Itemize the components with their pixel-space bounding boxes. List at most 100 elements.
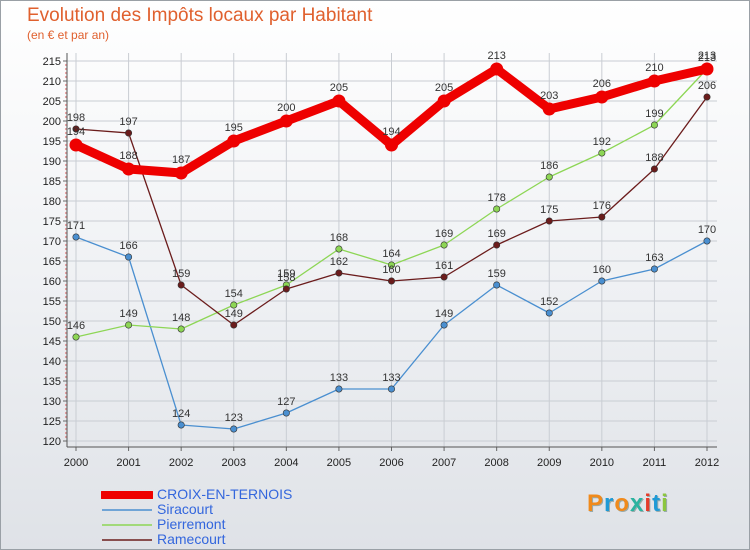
x-tick-label-2003: 2003 (222, 457, 246, 469)
point-ramecourt-2001 (125, 129, 133, 137)
x-tick-label-2007: 2007 (432, 457, 456, 469)
data-label-pierremont-2012: 213 (698, 52, 716, 64)
point-ramecourt-2008 (493, 241, 501, 249)
data-label-croix-en-ternois-2001: 188 (119, 150, 137, 162)
chart-subtitle: (en € et par an) (27, 28, 110, 42)
point-pierremont-2002 (177, 325, 185, 333)
y-tick-label-190: 190 (43, 156, 61, 168)
point-siracourt-2003 (230, 425, 238, 433)
series-pierremont: 146 149 148 154 159 168 164 169 178 186 192 199 213 (67, 52, 716, 341)
y-tick-label-215: 215 (43, 56, 61, 68)
data-label-croix-en-ternois-2010: 206 (593, 78, 611, 90)
data-label-ramecourt-2008: 169 (487, 228, 505, 240)
data-label-siracourt-2009: 152 (540, 296, 558, 308)
data-label-croix-en-ternois-2009: 203 (540, 90, 558, 102)
y-tick-label-125: 125 (43, 416, 61, 428)
point-croix-en-ternois-2000 (69, 138, 83, 152)
y-tick-label-205: 205 (43, 96, 61, 108)
point-siracourt-2000 (72, 233, 80, 241)
data-label-ramecourt-2005: 162 (330, 256, 348, 268)
data-label-pierremont-2008: 178 (487, 192, 505, 204)
data-label-croix-en-ternois-2004: 200 (277, 102, 295, 114)
point-siracourt-2005 (335, 385, 343, 393)
y-tick-label-180: 180 (43, 196, 61, 208)
legend-label-siracourt: Siracourt (157, 501, 214, 517)
point-siracourt-2001 (125, 253, 133, 261)
x-tick-label-2000: 2000 (64, 457, 88, 469)
legend-swatch-ramecourt (102, 539, 152, 541)
point-ramecourt-2012 (703, 93, 711, 101)
logo-letter: t (652, 490, 662, 517)
data-label-croix-en-ternois-2002: 187 (172, 154, 190, 166)
point-croix-en-ternois-2003 (227, 134, 241, 148)
data-label-pierremont-2000: 146 (67, 320, 85, 332)
point-siracourt-2011 (650, 265, 658, 273)
data-label-croix-en-ternois-2000: 194 (67, 126, 85, 138)
logo-letter: i (644, 490, 653, 517)
point-pierremont-2000 (72, 333, 80, 341)
legend-item-ramecourt: Ramecourt (101, 532, 292, 547)
logo-letter: x (630, 490, 645, 517)
legend-item-siracourt: Siracourt (101, 502, 292, 517)
x-tick-label-2010: 2010 (590, 457, 614, 469)
y-tick-label-155: 155 (43, 296, 61, 308)
point-ramecourt-2009 (545, 217, 553, 225)
legend-item-croix: CROIX-EN-TERNOIS (101, 487, 292, 502)
data-label-siracourt-2006: 133 (382, 372, 400, 384)
legend-item-pierremont: Pierremont (101, 517, 292, 532)
data-label-pierremont-2011: 199 (645, 108, 663, 120)
legend-label-pierremont: Pierremont (157, 516, 226, 532)
point-pierremont-2008 (493, 205, 501, 213)
point-ramecourt-2010 (598, 213, 606, 221)
data-label-ramecourt-2004: 158 (277, 272, 295, 284)
data-label-ramecourt-2010: 176 (593, 200, 611, 212)
data-label-ramecourt-2003: 149 (225, 308, 243, 320)
data-label-croix-en-ternois-2011: 210 (645, 62, 663, 74)
data-label-ramecourt-2009: 175 (540, 204, 558, 216)
data-label-siracourt-2010: 160 (593, 264, 611, 276)
point-pierremont-2007 (440, 241, 448, 249)
point-croix-en-ternois-2008 (490, 62, 504, 76)
series-siracourt: 171 166 124 123 127 133 133 149 159 152 160 163 170 (67, 220, 716, 433)
y-tick-label-185: 185 (43, 176, 61, 188)
y-tick-label-120: 120 (43, 436, 61, 448)
point-ramecourt-2011 (650, 165, 658, 173)
data-label-pierremont-2001: 149 (119, 308, 137, 320)
x-tick-label-2001: 2001 (116, 457, 140, 469)
point-croix-en-ternois-2010 (595, 90, 609, 104)
x-tick-label-2006: 2006 (379, 457, 403, 469)
data-label-croix-en-ternois-2008: 213 (487, 50, 505, 62)
point-pierremont-2009 (545, 173, 553, 181)
y-tick-label-200: 200 (43, 116, 61, 128)
point-croix-en-ternois-2004 (279, 114, 293, 128)
series-ramecourt: 198 197 159 149 158 162 160 161 169 175 176 188 206 (67, 80, 716, 329)
grid (67, 53, 717, 447)
legend-label-croix: CROIX-EN-TERNOIS (157, 486, 293, 502)
data-label-siracourt-2003: 123 (225, 412, 243, 424)
point-croix-en-ternois-2007 (437, 94, 451, 108)
y-tick-label-160: 160 (43, 276, 61, 288)
point-croix-en-ternois-2005 (332, 94, 346, 108)
x-tick-label-2009: 2009 (537, 457, 561, 469)
point-pierremont-2010 (598, 149, 606, 157)
point-pierremont-2006 (387, 261, 395, 269)
data-label-croix-en-ternois-2006: 194 (382, 126, 400, 138)
y-tick-label-165: 165 (43, 256, 61, 268)
logo-letter: i (661, 490, 669, 517)
data-label-pierremont-2002: 148 (172, 312, 190, 324)
data-label-siracourt-2001: 166 (119, 240, 137, 252)
data-label-croix-en-ternois-2012: 213 (698, 50, 716, 62)
point-siracourt-2010 (598, 277, 606, 285)
y-tick-label-210: 210 (43, 76, 61, 88)
y-tick-label-135: 135 (43, 376, 61, 388)
point-siracourt-2012 (703, 237, 711, 245)
point-croix-en-ternois-2012 (700, 62, 714, 76)
point-ramecourt-2000 (72, 125, 80, 133)
point-siracourt-2007 (440, 321, 448, 329)
point-ramecourt-2002 (177, 281, 185, 289)
logo-letter: r (604, 490, 615, 517)
point-ramecourt-2004 (282, 285, 290, 293)
legend: CROIX-EN-TERNOIS Siracourt Pierremont Ra… (101, 487, 292, 547)
legend-swatch-croix (101, 491, 153, 499)
